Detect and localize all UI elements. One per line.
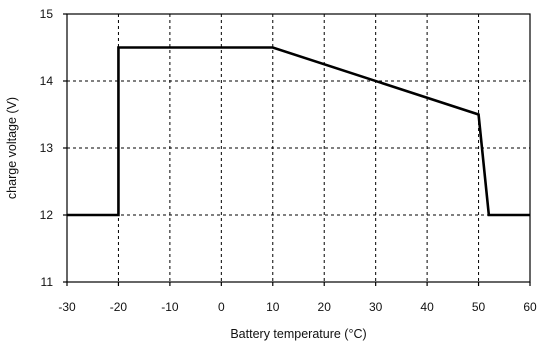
x-tick-label--20: -20 [110, 300, 128, 314]
y-tick-label-11: 11 [41, 275, 54, 289]
y-tick-labels: 11 12 13 14 15 [40, 7, 54, 289]
grid [67, 14, 530, 282]
x-tick-label-60: 60 [523, 300, 537, 314]
x-tick-label-20: 20 [318, 300, 332, 314]
tick-marks [63, 13, 531, 286]
x-tick-label--10: -10 [161, 300, 179, 314]
y-tick-label-13: 13 [40, 141, 54, 155]
x-tick-label-0: 0 [218, 300, 225, 314]
y-axis-label: charge voltage (V) [5, 97, 19, 199]
series-line-0 [67, 46, 530, 217]
y-tick-label-15: 15 [40, 7, 54, 21]
x-tick-label-30: 30 [369, 300, 383, 314]
series-layer [67, 46, 530, 217]
plot-frame [66, 13, 531, 283]
x-tick-label-10: 10 [266, 300, 280, 314]
x-tick-labels: -30 -20 -10 0 10 20 30 40 50 60 [58, 300, 537, 314]
y-tick-label-12: 12 [40, 208, 54, 222]
x-tick-label-40: 40 [420, 300, 434, 314]
y-tick-label-14: 14 [40, 74, 54, 88]
x-tick-label--30: -30 [58, 300, 76, 314]
x-tick-label-50: 50 [472, 300, 486, 314]
x-axis-label: Battery temperature (°C) [230, 327, 366, 341]
